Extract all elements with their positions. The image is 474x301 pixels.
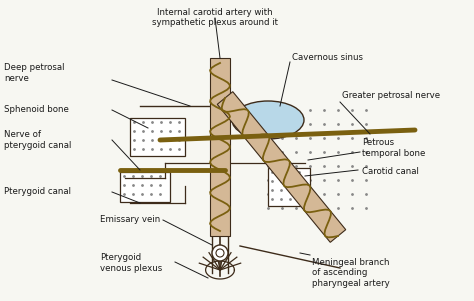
Polygon shape <box>217 92 346 242</box>
Bar <box>268 168 310 206</box>
Bar <box>130 118 185 156</box>
Bar <box>120 172 170 202</box>
Text: Petrous
temporal bone: Petrous temporal bone <box>362 138 425 158</box>
Text: Pterygoid
venous plexus: Pterygoid venous plexus <box>100 253 162 273</box>
Polygon shape <box>210 58 230 236</box>
Text: Deep petrosal
nerve: Deep petrosal nerve <box>4 63 64 83</box>
Text: Emissary vein: Emissary vein <box>100 216 160 225</box>
Text: Internal carotid artery with
sympathetic plexus around it: Internal carotid artery with sympathetic… <box>152 8 278 27</box>
Circle shape <box>216 249 224 257</box>
Text: Pterygoid canal: Pterygoid canal <box>4 188 71 197</box>
Text: Sphenoid bone: Sphenoid bone <box>4 105 69 114</box>
Circle shape <box>212 245 228 261</box>
Text: Meningeal branch
of ascending
pharyngeal artery: Meningeal branch of ascending pharyngeal… <box>312 258 390 288</box>
Ellipse shape <box>232 101 304 139</box>
Text: Greater petrosal nerve: Greater petrosal nerve <box>342 92 440 101</box>
Text: Carotid canal: Carotid canal <box>362 167 419 176</box>
Text: Nerve of
pterygoid canal: Nerve of pterygoid canal <box>4 130 72 150</box>
Text: Cavernous sinus: Cavernous sinus <box>292 54 363 63</box>
